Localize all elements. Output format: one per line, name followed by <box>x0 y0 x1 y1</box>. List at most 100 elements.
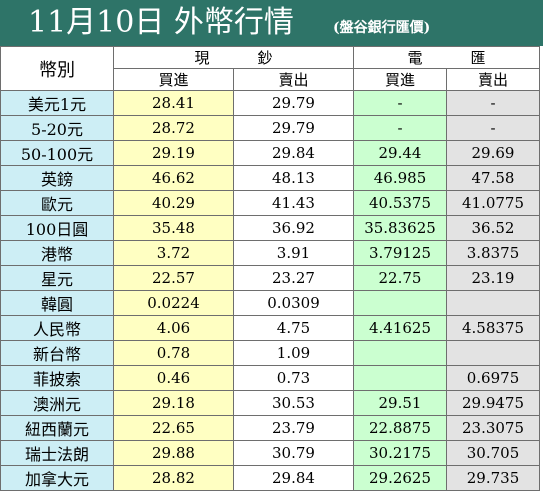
wire-sell-cell: 3.8375 <box>446 240 540 266</box>
wire-buy-cell: 29.2625 <box>353 465 447 491</box>
group-header-row: 幣別 現鈔 電匯 <box>0 46 540 91</box>
currency-cell: 港幣 <box>0 240 114 266</box>
cash-sell-cell: 36.92 <box>233 215 354 241</box>
currency-cell: 澳洲元 <box>0 390 114 416</box>
wire-sell-cell <box>446 290 540 316</box>
cash-buy-cell: 0.78 <box>113 340 234 366</box>
currency-cell: 紐西蘭元 <box>0 415 114 441</box>
table-row: 5-20元 28.72 29.79- - <box>0 115 540 141</box>
cash-sell-cell: 29.79 <box>233 90 354 116</box>
cash-buy-cell: 28.82 <box>113 465 234 491</box>
table-row: 加拿大元 28.82 29.84 29.2625 29.735 <box>0 465 540 491</box>
wire-group-header: 電匯 <box>353 46 540 69</box>
title-bar: 11月10日 外幣行情 (盤谷銀行匯價) <box>0 0 543 46</box>
wire-sell-header: 賣出 <box>446 68 540 91</box>
cash-buy-cell: 29.19 <box>113 140 234 166</box>
cash-sell-cell: 23.79 <box>233 415 354 441</box>
cash-sell-cell: 30.53 <box>233 390 354 416</box>
wire-sell-cell: 29.9475 <box>446 390 540 416</box>
cash-buy-cell: 35.48 <box>113 215 234 241</box>
currency-cell: 美元1元 <box>0 90 114 116</box>
wire-buy-cell: 30.2175 <box>353 440 447 466</box>
table-row: 美元1元 28.41 29.79- - <box>0 90 540 116</box>
cash-buy-cell: 22.65 <box>113 415 234 441</box>
currency-cell: 菲披索 <box>0 365 114 391</box>
currency-cell: 新台幣 <box>0 340 114 366</box>
cash-buy-cell: 3.72 <box>113 240 234 266</box>
cash-buy-cell: 40.29 <box>113 190 234 216</box>
currency-cell: 50-100元 <box>0 140 114 166</box>
table-row: 瑞士法朗 29.88 30.79 30.2175 30.705 <box>0 440 540 466</box>
cash-buy-cell: 22.57 <box>113 265 234 291</box>
wire-buy-cell: 29.51 <box>353 390 447 416</box>
wire-buy-header: 買進 <box>353 68 447 91</box>
wire-sell-cell: 29.735 <box>446 465 540 491</box>
wire-sell-cell: 30.705 <box>446 440 540 466</box>
currency-cell: 星元 <box>0 265 114 291</box>
cash-buy-cell: 28.72 <box>113 115 234 141</box>
cash-sell-cell: 29.84 <box>233 140 354 166</box>
table-row: 星元 22.57 23.27 22.75 23.19 <box>0 265 540 291</box>
cash-buy-cell: 0.46 <box>113 365 234 391</box>
cash-sell-cell: 23.27 <box>233 265 354 291</box>
wire-buy-cell: 22.75 <box>353 265 447 291</box>
cash-sell-cell: 3.91 <box>233 240 354 266</box>
wire-sell-cell: 36.52 <box>446 215 540 241</box>
wire-buy-cell <box>353 365 447 391</box>
wire-sell-cell: 47.58 <box>446 165 540 191</box>
source-note: (盤谷銀行匯價) <box>333 20 431 36</box>
wire-buy-cell: 35.83625 <box>353 215 447 241</box>
wire-buy-cell <box>353 290 447 316</box>
sub-header-row: 買進 賣出 買進 賣出 <box>1 68 540 91</box>
currency-header: 幣別 <box>0 46 114 91</box>
table-row: 紐西蘭元 22.65 23.79 22.8875 23.3075 <box>0 415 540 441</box>
currency-cell: 5-20元 <box>0 115 114 141</box>
currency-cell: 韓圓 <box>0 290 114 316</box>
cash-sell-cell: 30.79 <box>233 440 354 466</box>
cash-buy-cell: 46.62 <box>113 165 234 191</box>
table-row: 菲披索 0.46 0.73 0.6975 <box>0 365 540 391</box>
wire-sell-cell: - <box>446 115 540 141</box>
currency-cell: 英鎊 <box>0 165 114 191</box>
cash-sell-cell: 4.75 <box>233 315 354 341</box>
wire-buy-cell: 22.8875 <box>353 415 447 441</box>
table-row: 港幣 3.72 3.91 3.79125 3.8375 <box>0 240 540 266</box>
currency-cell: 歐元 <box>0 190 114 216</box>
cash-sell-cell: 0.73 <box>233 365 354 391</box>
wire-buy-cell: 40.5375 <box>353 190 447 216</box>
cash-buy-cell: 29.88 <box>113 440 234 466</box>
wire-buy-cell: 4.41625 <box>353 315 447 341</box>
cash-sell-cell: 48.13 <box>233 165 354 191</box>
currency-cell: 人民幣 <box>0 315 114 341</box>
table-row: 韓圓 0.0224 0.0309 <box>0 290 540 316</box>
wire-sell-cell: 29.69 <box>446 140 540 166</box>
cash-sell-header: 賣出 <box>233 68 354 91</box>
cash-sell-cell: 29.84 <box>233 465 354 491</box>
cash-buy-cell: 29.18 <box>113 390 234 416</box>
cash-buy-cell: 0.0224 <box>113 290 234 316</box>
table-row: 澳洲元 29.18 30.53 29.51 29.9475 <box>0 390 540 416</box>
wire-sell-cell: 23.19 <box>446 265 540 291</box>
currency-cell: 100日圓 <box>0 215 114 241</box>
table-row: 人民幣 4.06 4.75 4.41625 4.58375 <box>0 315 540 341</box>
cash-sell-cell: 1.09 <box>233 340 354 366</box>
currency-cell: 加拿大元 <box>0 465 114 491</box>
wire-buy-cell: - <box>353 90 447 116</box>
table-row: 100日圓 35.48 36.92 35.83625 36.52 <box>0 215 540 241</box>
wire-sell-cell: 41.0775 <box>446 190 540 216</box>
table-row: 英鎊 46.62 48.13 46.985 47.58 <box>0 165 540 191</box>
cash-sell-cell: 0.0309 <box>233 290 354 316</box>
rate-rows: 美元1元 28.41 29.79- -5-20元 28.72 29.79- -50-100元… <box>0 90 540 491</box>
cash-sell-cell: 29.79 <box>233 115 354 141</box>
currency-cell: 瑞士法朗 <box>0 440 114 466</box>
wire-buy-cell: - <box>353 115 447 141</box>
wire-sell-cell: 23.3075 <box>446 415 540 441</box>
table-row: 歐元 40.29 41.43 40.5375 41.0775 <box>0 190 540 216</box>
exchange-rate-table: 幣別 現鈔 電匯 買進 賣出 買進 賣出 美元1元 28.41 29.79- -5-2… <box>0 46 540 491</box>
table-row: 50-100元 29.19 29.84 29.44 29.69 <box>0 140 540 166</box>
cash-buy-cell: 4.06 <box>113 315 234 341</box>
wire-buy-cell: 46.985 <box>353 165 447 191</box>
cash-sell-cell: 41.43 <box>233 190 354 216</box>
cash-buy-cell: 28.41 <box>113 90 234 116</box>
